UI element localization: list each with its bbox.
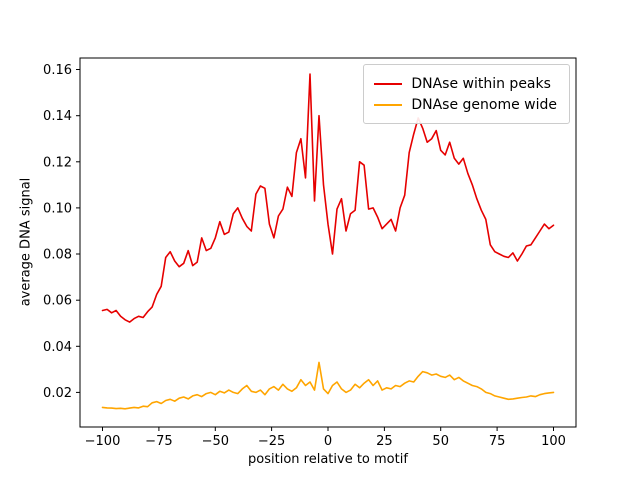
x-tick-label: −100 <box>85 434 121 449</box>
x-tick-label: 75 <box>489 434 506 449</box>
y-tick-label: 0.16 <box>43 63 72 78</box>
x-tick-label: −75 <box>145 434 172 449</box>
x-tick-label: −50 <box>202 434 229 449</box>
y-tick-label: 0.14 <box>43 109 72 124</box>
x-tick-label: 0 <box>324 434 332 449</box>
legend-label-within-peaks: DNAse within peaks <box>411 75 551 92</box>
series-line-1 <box>101 361 555 410</box>
x-tick-label: 50 <box>432 434 449 449</box>
y-tick-label: 0.12 <box>43 155 72 170</box>
legend: DNAse within peaks DNAse genome wide <box>363 64 570 124</box>
legend-line-orange <box>374 103 403 106</box>
x-tick-label: 100 <box>541 434 566 449</box>
x-tick-label: 25 <box>376 434 393 449</box>
legend-line-red <box>374 82 403 85</box>
legend-label-genome-wide: DNAse genome wide <box>411 96 557 113</box>
y-axis-label: average DNA signal <box>18 177 34 307</box>
x-tick-label: −25 <box>258 434 285 449</box>
legend-item-genome-wide: DNAse genome wide <box>374 94 557 115</box>
y-tick-label: 0.02 <box>43 386 72 401</box>
y-tick-label: 0.06 <box>43 294 72 309</box>
x-axis-label: position relative to motif <box>248 452 408 467</box>
series-line-0 <box>101 73 555 323</box>
y-tick-label: 0.04 <box>43 340 72 355</box>
y-tick-label: 0.08 <box>43 248 72 263</box>
y-tick-label: 0.10 <box>43 201 72 216</box>
legend-item-within-peaks: DNAse within peaks <box>374 73 557 94</box>
